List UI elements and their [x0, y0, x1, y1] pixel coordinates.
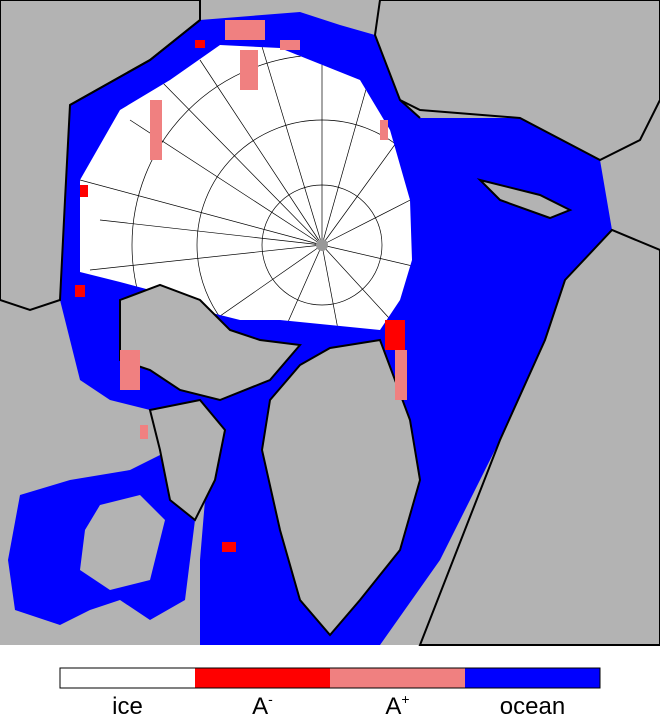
europe-coast [418, 228, 660, 646]
legend-label: A- [252, 691, 273, 716]
coastline [69, 19, 421, 119]
legend: ice A- A+ ocean [59, 667, 601, 716]
archipelago [119, 283, 302, 402]
legend-label: ice [112, 693, 143, 716]
legend-label: A+ [385, 691, 409, 716]
land-patch [80, 495, 165, 590]
novaya-zemlya [476, 178, 573, 220]
eurasia-coast [373, 0, 660, 162]
legend-label-text: ice [112, 693, 143, 716]
anomaly-patches [75, 20, 407, 552]
legend-swatch [465, 668, 600, 688]
legend-label-text: A [385, 693, 401, 716]
legend-swatch [330, 668, 465, 688]
legend-label: ocean [500, 693, 565, 716]
legend-swatch [60, 668, 195, 688]
legend-label-superscript: - [268, 691, 273, 707]
legend-swatch [195, 668, 330, 688]
legend-label-text: A [252, 693, 268, 716]
legend-label-superscript: + [401, 691, 409, 707]
alaska-coast [0, 0, 201, 312]
sea-ice [80, 45, 412, 330]
baffin-island [148, 398, 227, 522]
legend-label-text: ocean [500, 693, 565, 716]
map [0, 0, 660, 646]
legend-frame [59, 667, 601, 689]
greenland [260, 338, 422, 637]
